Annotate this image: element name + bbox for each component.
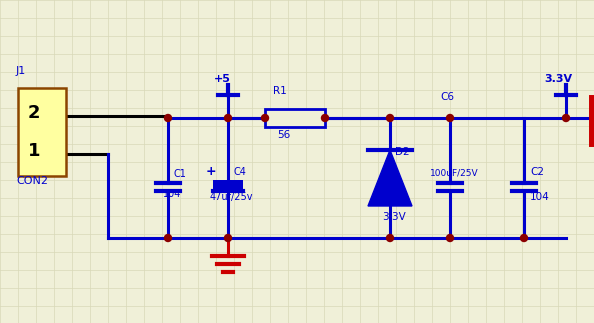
Text: D2: D2 <box>395 147 410 157</box>
Text: 2: 2 <box>28 104 40 122</box>
Text: C2: C2 <box>530 167 544 177</box>
Text: 3.3V: 3.3V <box>382 212 406 222</box>
Text: 104: 104 <box>530 192 550 202</box>
Circle shape <box>387 114 393 121</box>
Text: C1: C1 <box>173 169 186 179</box>
Text: 100uF/25V: 100uF/25V <box>430 168 479 177</box>
Circle shape <box>447 114 453 121</box>
Text: 104: 104 <box>163 189 181 199</box>
Circle shape <box>387 234 393 242</box>
Text: C4: C4 <box>233 167 246 177</box>
Bar <box>18 88 66 176</box>
Text: 47uf/25v: 47uf/25v <box>210 192 254 202</box>
Text: 3.3V: 3.3V <box>544 74 572 84</box>
Circle shape <box>447 234 453 242</box>
Text: +5: +5 <box>214 74 231 84</box>
Circle shape <box>321 114 328 121</box>
Text: R1: R1 <box>273 86 287 96</box>
Text: +: + <box>206 165 217 178</box>
Circle shape <box>225 114 232 121</box>
Text: 56: 56 <box>277 130 290 140</box>
Polygon shape <box>368 150 412 206</box>
Circle shape <box>165 114 172 121</box>
Bar <box>265 109 325 127</box>
Circle shape <box>165 234 172 242</box>
Circle shape <box>225 234 232 242</box>
Circle shape <box>261 114 268 121</box>
Text: CON2: CON2 <box>16 176 48 186</box>
Circle shape <box>563 114 570 121</box>
Text: C6: C6 <box>440 92 454 102</box>
Text: 1: 1 <box>28 142 40 160</box>
Text: J1: J1 <box>16 66 26 76</box>
Circle shape <box>520 234 527 242</box>
Bar <box>213 180 243 190</box>
